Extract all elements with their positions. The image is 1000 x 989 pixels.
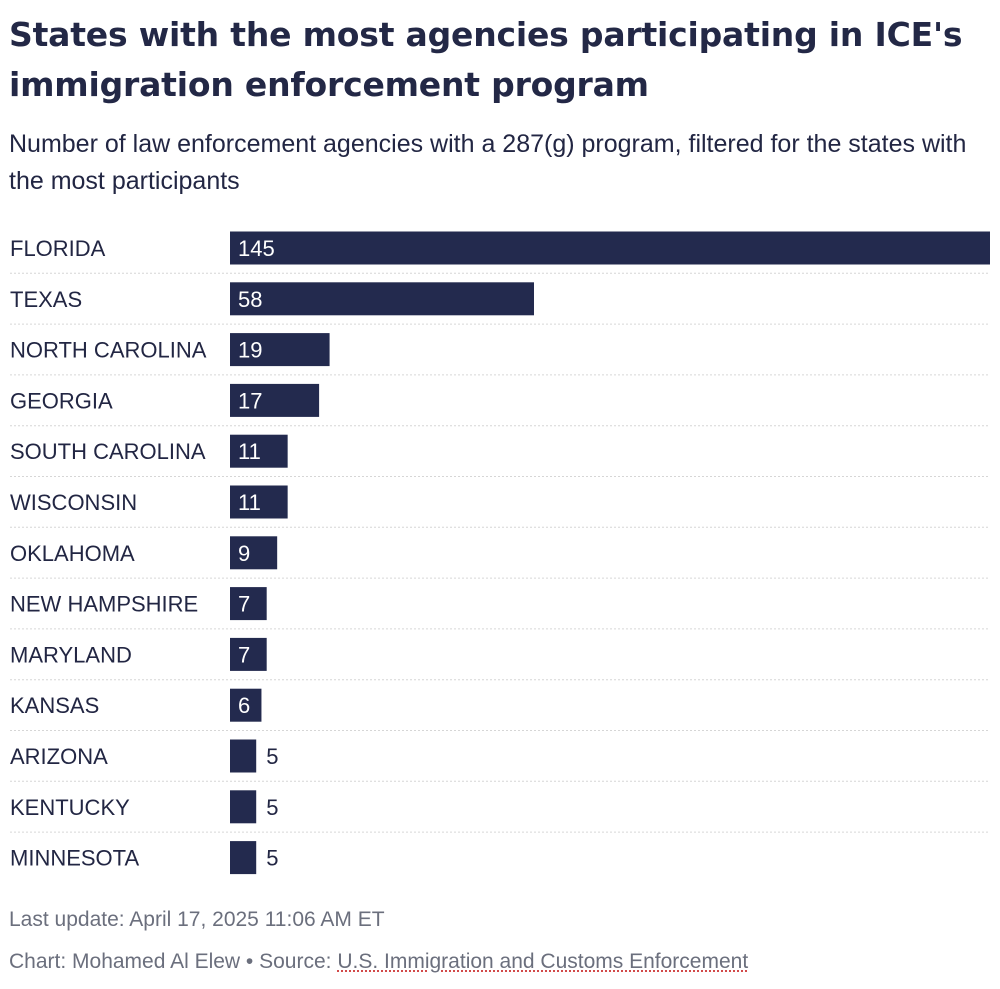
category-label: TEXAS: [10, 287, 82, 312]
bar-value-label: 19: [238, 338, 262, 363]
bar[interactable]: [230, 587, 267, 621]
category-label: SOUTH CAROLINA: [10, 439, 206, 464]
bar-value-label: 7: [238, 592, 250, 617]
bar[interactable]: [230, 333, 330, 367]
bar-value-label: 9: [238, 541, 250, 566]
bar-value-label: 6: [238, 693, 250, 718]
category-label: GEORGIA: [10, 388, 113, 413]
category-label: OKLAHOMA: [10, 541, 135, 566]
bar-value-label: 11: [238, 439, 261, 464]
bar-value-label: 58: [238, 287, 262, 312]
bar[interactable]: [230, 536, 278, 570]
bar[interactable]: [230, 739, 257, 773]
category-label: WISCONSIN: [10, 490, 137, 515]
bar[interactable]: [230, 231, 990, 265]
bar-value-label: 5: [266, 846, 278, 871]
bar-value-label: 5: [266, 795, 278, 820]
category-label: MINNESOTA: [10, 846, 139, 871]
bar[interactable]: [230, 790, 257, 824]
chart-subtitle: Number of law enforcement agencies with …: [9, 130, 967, 195]
category-label: FLORIDA: [10, 236, 106, 261]
bar[interactable]: [230, 688, 262, 722]
category-label: MARYLAND: [10, 642, 132, 667]
category-label: KANSAS: [10, 693, 99, 718]
category-label: ARIZONA: [10, 744, 108, 769]
category-label: NORTH CAROLINA: [10, 338, 207, 363]
bar-value-label: 145: [238, 236, 275, 261]
category-label: KENTUCKY: [10, 795, 130, 820]
bar-chart: FLORIDA 145 TEXAS 58 NORTH CAROLINA 19 GEORGIA…: [10, 231, 990, 875]
bar[interactable]: [230, 434, 288, 468]
credit-text: Chart: Mohamed Al Elew • Source:: [9, 950, 338, 973]
chart-credit: Chart: Mohamed Al Elew • Source: U.S. Im…: [9, 950, 748, 974]
bar[interactable]: [230, 637, 267, 671]
chart-title: States with the most agencies participat…: [9, 15, 963, 104]
bar[interactable]: [230, 485, 288, 519]
bar-value-label: 7: [238, 642, 250, 667]
bar[interactable]: [230, 282, 534, 316]
bar-value-label: 11: [238, 490, 261, 515]
bar[interactable]: [230, 841, 257, 875]
last-update-note: Last update: April 17, 2025 11:06 AM ET: [9, 908, 385, 931]
category-label: NEW HAMPSHIRE: [10, 592, 198, 617]
bar[interactable]: [230, 383, 320, 417]
bar-value-label: 5: [266, 744, 278, 769]
bar-value-label: 17: [238, 388, 262, 413]
source-link[interactable]: U.S. Immigration and Customs Enforcement: [337, 950, 749, 973]
